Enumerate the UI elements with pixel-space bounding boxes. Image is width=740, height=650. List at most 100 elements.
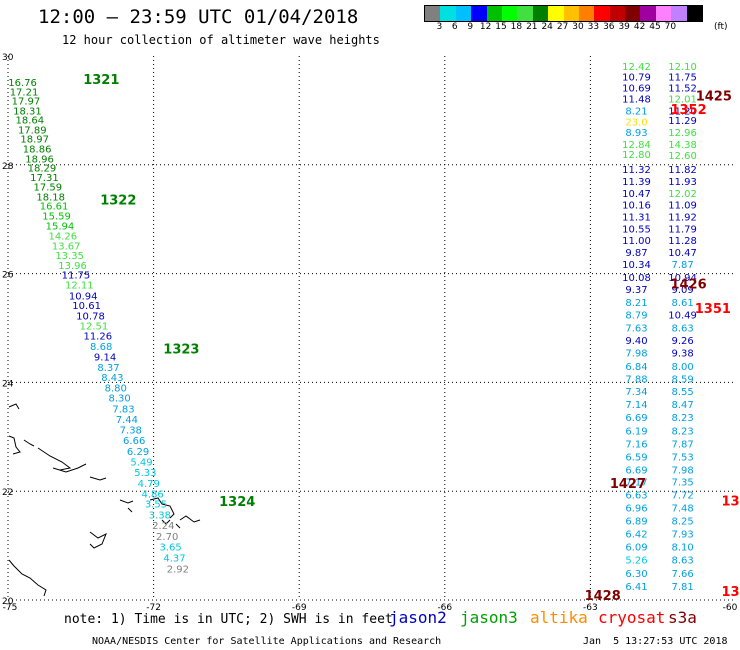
pass-number-label: 134 (721, 585, 740, 600)
wave-height-value: 10.34 (622, 260, 651, 271)
wave-height-value: 11.26 (83, 332, 112, 343)
pass-number-label: 1352 (670, 103, 706, 118)
page-subtitle: 12 hour collection of altimeter wave hei… (62, 33, 380, 47)
legend-tick-label: 39 (618, 22, 630, 32)
wave-height-value: 8.61 (671, 298, 693, 309)
wave-height-value: 11.29 (668, 116, 697, 127)
wave-height-value: 10.08 (622, 273, 651, 284)
satellite-cryosat-label: cryosat (598, 608, 666, 627)
pass-number-label: 1426 (670, 277, 706, 292)
longitude-tick-label: -75 (3, 603, 18, 613)
wave-height-value: 15.94 (46, 222, 75, 233)
wave-height-value: 8.80 (105, 383, 127, 394)
coastline (149, 497, 175, 519)
wave-height-value: 7.34 (625, 387, 647, 398)
wave-height-value: 17.89 (18, 125, 47, 136)
coastline (89, 531, 107, 549)
pass-number-label: 1427 (610, 477, 646, 492)
pass-number-label: 1351 (695, 302, 731, 317)
wave-height-value: 11.92 (668, 212, 697, 223)
wave-height-value: 8.47 (671, 400, 693, 411)
longitude-tick-label: -60 (723, 603, 738, 613)
wave-height-value: 11.48 (622, 94, 651, 105)
wave-height-value: 12.84 (622, 140, 651, 151)
page-title: 12:00 — 23:59 UTC 01/04/2018 (38, 6, 359, 28)
pass-number-label: 1323 (163, 343, 199, 358)
legend-tick-label: 42 (633, 22, 646, 32)
wave-height-value: 17.21 (10, 87, 39, 98)
legend-swatch (594, 6, 610, 21)
wave-height-value: 7.38 (120, 426, 142, 437)
wave-height-value: 11.31 (622, 212, 651, 223)
wave-height-value: 10.78 (76, 311, 105, 322)
wave-height-value: 8.43 (101, 373, 123, 384)
wave-height-value: 10.69 (622, 84, 651, 95)
wave-height-value: 14.26 (49, 232, 78, 243)
legend-swatch (440, 6, 456, 21)
legend-swatch (609, 6, 626, 21)
wave-height-value: 8.23 (671, 426, 693, 437)
legend-swatch (486, 6, 502, 21)
wave-height-value: 3.65 (159, 543, 181, 554)
coastline (89, 476, 107, 481)
pass-number-label: 1428 (585, 589, 621, 604)
wave-height-value: 7.98 (625, 348, 647, 359)
wave-height-value: 9.26 (671, 336, 693, 347)
color-scale-legend (424, 5, 704, 22)
wave-height-value: 7.72 (671, 490, 693, 501)
legend-swatch (671, 6, 687, 21)
wave-height-value: 2.92 (167, 564, 189, 575)
pass-number-label: 1321 (83, 73, 119, 88)
wave-height-value: 9.38 (671, 348, 693, 359)
legend-unit: (ft) (714, 22, 728, 32)
wave-height-value: 6.59 (625, 452, 647, 463)
wave-height-value: 7.66 (671, 569, 693, 580)
coastline (23, 439, 35, 447)
wave-height-value: 14.38 (668, 140, 697, 151)
wave-height-value: 6.63 (625, 490, 647, 501)
wave-height-value: 18.97 (20, 135, 49, 146)
wave-height-value: 10.16 (622, 201, 651, 212)
wave-height-value: 7.87 (671, 260, 693, 271)
coastline (8, 559, 47, 597)
coastline (52, 463, 87, 473)
legend-swatch (640, 6, 656, 21)
wave-height-value: 16.61 (40, 202, 69, 213)
wave-height-value: 8.00 (671, 362, 693, 373)
wave-height-value: 7.88 (625, 375, 647, 386)
wave-height-value: 7.81 (671, 582, 693, 593)
wave-height-value: 10.47 (668, 248, 697, 259)
wave-height-value: 3.55 (145, 500, 167, 511)
wave-height-value: 13.35 (55, 251, 84, 262)
wave-height-value: 8.93 (625, 128, 647, 139)
wave-height-value: 6.30 (625, 569, 647, 580)
legend-tick-label: 33 (587, 22, 600, 32)
wave-height-value: 6.84 (625, 362, 647, 373)
wave-height-value: 18.64 (16, 116, 45, 127)
longitude-tick-label: -72 (146, 603, 161, 613)
wave-height-value: 7.14 (625, 400, 647, 411)
wave-height-value: 10.94 (668, 273, 697, 284)
longitude-tick-label: -66 (437, 603, 452, 613)
wave-height-value: 9.40 (625, 336, 647, 347)
legend-tick-label: 27 (556, 22, 569, 32)
wave-height-value: 10.55 (622, 224, 651, 235)
satellite-s3a-label: s3a (668, 608, 697, 627)
wave-height-value: 9.37 (625, 285, 647, 296)
wave-height-value: 11.75 (668, 73, 697, 84)
wave-height-value: 18.96 (25, 154, 54, 165)
wave-height-value: 6.19 (625, 426, 647, 437)
wave-height-value: 11.75 (62, 271, 91, 282)
wave-height-value: 8.25 (671, 517, 693, 528)
wave-height-value: 16.76 (8, 78, 37, 89)
pass-number-label: 1322 (100, 194, 136, 209)
satellite-jason3-label: jason3 (460, 608, 518, 627)
coastline (127, 507, 133, 513)
generation-timestamp: Jan 5 13:27:53 UTC 2018 (583, 636, 728, 647)
wave-height-value: 9.14 (94, 352, 116, 363)
wave-height-value: 4.79 (138, 479, 160, 490)
legend-swatch (686, 6, 703, 21)
legend-swatch (471, 6, 487, 21)
color-scale-labels: 3 6 9 12 15 18 21 24 27 30 33 36 39 42 45 70 (424, 22, 740, 34)
